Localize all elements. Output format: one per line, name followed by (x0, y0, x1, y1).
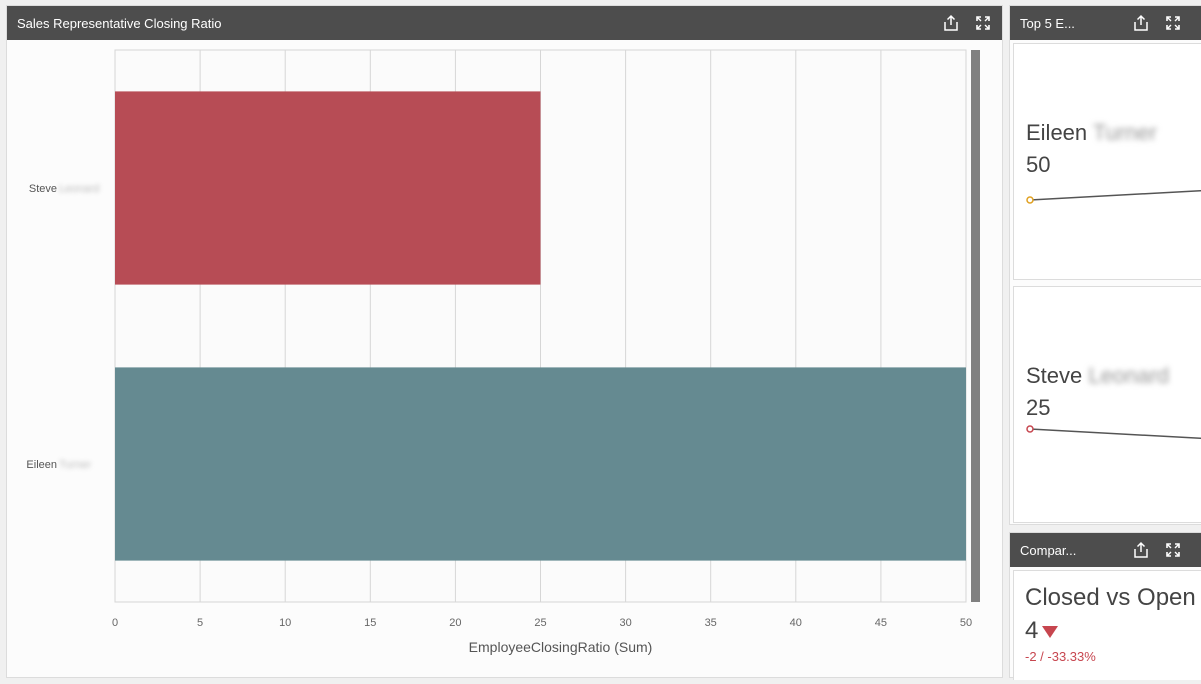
y-tick-label-blurred: Leonard (59, 183, 99, 195)
bar-chart: 0 5 10 15 20 25 30 35 40 45 50 Steve Leonard Eileen Tu… (26, 49, 980, 655)
sparkline-start-point (1026, 425, 1034, 433)
trend-down-icon (1042, 626, 1059, 638)
employee-value: 25 (1026, 395, 1051, 420)
employee-first-name: Steve (1026, 363, 1083, 388)
kpi-delta: -2 / -33.33% (1025, 649, 1096, 664)
kpi-value: 4 (1025, 617, 1039, 644)
sparkline (1026, 189, 1201, 204)
share-icon[interactable] (1132, 541, 1150, 559)
x-tick-label: 0 (112, 617, 118, 629)
scrollbar (971, 50, 980, 602)
panel-header: Sales Representative Closing Ratio (7, 6, 1002, 40)
employee-value: 50 (1026, 152, 1051, 177)
sparkline (1026, 425, 1201, 440)
panel-header: Top 5 E... (1010, 6, 1201, 40)
closing-ratio-panel: Sales Representative Closing Ratio 0 5 10 1… (6, 5, 1003, 678)
x-tick-label: 30 (619, 617, 631, 629)
y-tick-label-blurred: Turner (59, 459, 91, 471)
kpi-title: Closed vs Open (1025, 584, 1196, 611)
x-tick-label: 15 (364, 617, 376, 629)
compare-kpi-card[interactable] (1013, 570, 1201, 680)
x-tick-label: 40 (790, 617, 802, 629)
employee-last-name: Turner (1092, 120, 1157, 145)
expand-icon[interactable] (1164, 14, 1182, 32)
compare-panel: Compar... Closed vs Open 4 -2 / -33.33% (1009, 532, 1201, 680)
x-tick-label: 50 (960, 617, 972, 629)
x-tick-label: 35 (705, 617, 717, 629)
panel-title: Sales Representative Closing Ratio (17, 15, 222, 31)
share-icon[interactable] (1132, 14, 1150, 32)
kpi-card-steve[interactable]: Steve Leonard 25 (1013, 286, 1201, 523)
panel-header: Compar... (1010, 533, 1201, 567)
y-tick-label: Steve (29, 183, 57, 195)
panel-title: Top 5 E... (1020, 15, 1075, 31)
x-tick-label: 45 (875, 617, 887, 629)
x-tick-label: 25 (534, 617, 546, 629)
bar-steve (115, 91, 541, 285)
employee-first-name: Eileen (1026, 120, 1088, 145)
sparkline-start-point (1026, 196, 1034, 204)
x-axis-label: EmployeeClosingRatio (Sum) (469, 639, 653, 655)
employee-last-name: Leonard (1088, 363, 1170, 388)
x-tick-label: 20 (449, 617, 461, 629)
share-icon[interactable] (942, 14, 960, 32)
expand-icon[interactable] (974, 14, 992, 32)
panel-title: Compar... (1020, 542, 1077, 558)
x-tick-label: 5 (197, 617, 203, 629)
expand-icon[interactable] (1164, 541, 1182, 559)
x-tick-label: 10 (279, 617, 291, 629)
bar-eileen (115, 367, 966, 561)
top5-panel: Top 5 E... Eileen Turner 50 Steve Leonar… (1009, 5, 1201, 525)
y-tick-label: Eileen (26, 459, 57, 471)
kpi-card-eileen[interactable]: Eileen Turner 50 (1013, 43, 1201, 280)
